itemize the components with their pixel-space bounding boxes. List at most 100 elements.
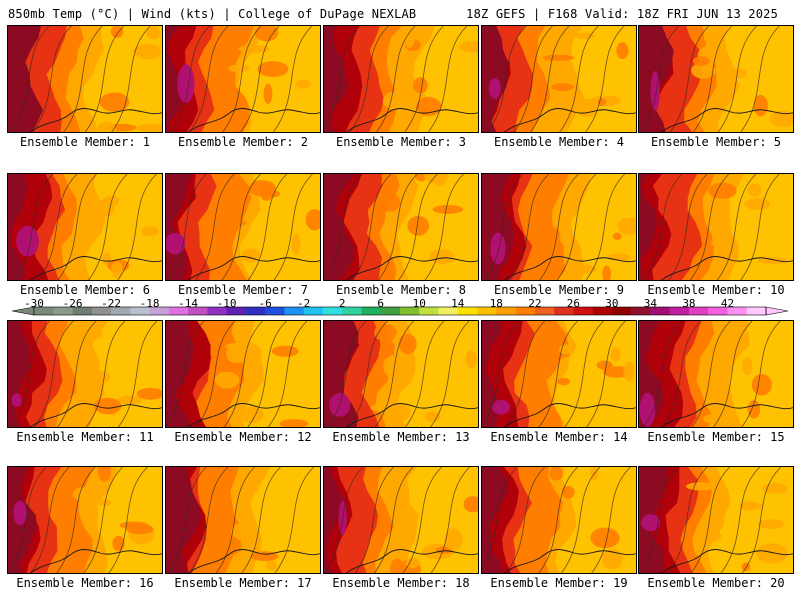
- ensemble-member-map: [165, 320, 321, 428]
- ensemble-member-map: [481, 320, 637, 428]
- colorbar-segment: [168, 307, 189, 315]
- ensemble-member-map: [323, 173, 479, 281]
- colorbar-segment: [708, 307, 728, 315]
- colorbar-tick-label: -10: [216, 297, 237, 310]
- colorbar-segment: [322, 307, 343, 315]
- ensemble-member-label: Ensemble Member: 14: [490, 430, 628, 444]
- ensemble-member-map: [638, 466, 794, 574]
- ensemble-member-label: Ensemble Member: 3: [335, 135, 467, 149]
- colorbar-segment: [727, 307, 748, 315]
- ensemble-member-label: Ensemble Member: 19: [490, 576, 628, 590]
- ensemble-member-map: [323, 25, 479, 133]
- colorbar-tick-label: 2: [338, 297, 346, 310]
- colorbar-tick-label: -30: [24, 297, 44, 310]
- colorbar-segment: [631, 307, 651, 315]
- ensemble-member-map: [7, 25, 163, 133]
- ensemble-member-label: Ensemble Member: 12: [174, 430, 312, 444]
- model-run-info: 18Z GEFS | F168 Valid: 18Z FRI JUN 13 20…: [466, 7, 778, 21]
- ensemble-member-label: Ensemble Member: 20: [647, 576, 785, 590]
- colorbar-segment: [554, 307, 574, 315]
- colorbar-tick-label: 14: [451, 297, 465, 310]
- colorbar-segment: [265, 307, 285, 315]
- ensemble-member-map: [481, 466, 637, 574]
- colorbar-segment: [688, 307, 709, 315]
- colorbar-segment: [457, 307, 478, 315]
- colorbar-tick-label: 30: [605, 297, 619, 310]
- ensemble-member-label: Ensemble Member: 17: [174, 576, 312, 590]
- colorbar-segment: [34, 307, 54, 315]
- colorbar-segment: [245, 307, 266, 315]
- ensemble-member-label: Ensemble Member: 2: [177, 135, 309, 149]
- map-title: 850mb Temp (°C) | Wind (kts) | College o…: [8, 7, 417, 21]
- colorbar-tick-label: 42: [720, 297, 735, 310]
- colorbar-tick-label: -14: [178, 297, 199, 310]
- colorbar-segment: [573, 307, 593, 315]
- colorbar-tick-label: 34: [643, 297, 658, 310]
- colorbar-segment: [592, 307, 613, 315]
- ensemble-member-map: [638, 173, 794, 281]
- ensemble-member-label: Ensemble Member: 9: [493, 283, 625, 297]
- ensemble-member-map: [165, 466, 321, 574]
- colorbar-segment: [53, 307, 73, 315]
- colorbar-segment: [284, 307, 304, 315]
- colorbar-tick-label: -22: [101, 297, 121, 310]
- colorbar-tick-label: -26: [62, 297, 83, 310]
- ensemble-member-map: [481, 25, 637, 133]
- ensemble-member-label: Ensemble Member: 6: [19, 283, 151, 297]
- colorbar-segment: [438, 307, 459, 315]
- ensemble-member-map: [7, 320, 163, 428]
- colorbar-segment: [149, 307, 170, 315]
- colorbar-segment: [611, 307, 632, 315]
- ensemble-member-label: Ensemble Member: 4: [493, 135, 625, 149]
- ensemble-member-label: Ensemble Member: 11: [16, 430, 154, 444]
- colorbar-segment: [650, 307, 670, 315]
- ensemble-member-map: [165, 25, 321, 133]
- ensemble-member-label: Ensemble Member: 7: [177, 283, 309, 297]
- colorbar-tick-label: 18: [489, 297, 503, 310]
- ensemble-member-map: [7, 173, 163, 281]
- colorbar-segment: [669, 307, 690, 315]
- colorbar-segment: [496, 307, 516, 315]
- colorbar-tick-label: 26: [566, 297, 580, 310]
- colorbar-tick-label: 38: [682, 297, 696, 310]
- colorbar-tick-label: 10: [412, 297, 426, 310]
- colorbar-tick-label: -2: [297, 297, 311, 310]
- colorbar-segment: [207, 307, 227, 315]
- colorbar-segment: [361, 307, 382, 315]
- colorbar-segment: [91, 307, 112, 315]
- colorbar-tick-label: 22: [528, 297, 542, 310]
- ensemble-member-label: Ensemble Member: 10: [647, 283, 785, 297]
- colorbar-segment: [188, 307, 208, 315]
- ensemble-member-label: Ensemble Member: 15: [647, 430, 785, 444]
- ensemble-member-map: [638, 320, 794, 428]
- colorbar-segment: [342, 307, 362, 315]
- ensemble-member-label: Ensemble Member: 16: [16, 576, 154, 590]
- ensemble-member-map: [7, 466, 163, 574]
- colorbar-segment: [226, 307, 247, 315]
- colorbar-segment: [746, 307, 767, 315]
- colorbar-max-arrow: [765, 306, 789, 316]
- colorbar-segment: [72, 307, 93, 315]
- colorbar-segment: [534, 307, 555, 315]
- ensemble-member-label: Ensemble Member: 1: [19, 135, 151, 149]
- ensemble-member-map: [165, 173, 321, 281]
- ensemble-member-label: Ensemble Member: 13: [332, 430, 470, 444]
- colorbar-segment: [515, 307, 536, 315]
- colorbar-segment: [130, 307, 150, 315]
- colorbar-tick-label: -6: [258, 297, 272, 310]
- colorbar-tick-label: -18: [139, 297, 160, 310]
- ensemble-member-label: Ensemble Member: 18: [332, 576, 470, 590]
- ensemble-member-map: [323, 320, 479, 428]
- colorbar-segment: [419, 307, 439, 315]
- colorbar-segment: [380, 307, 401, 315]
- temperature-colorbar: [11, 306, 789, 316]
- colorbar-tick-label: 6: [377, 297, 385, 310]
- ensemble-member-map: [481, 173, 637, 281]
- colorbar-segment: [400, 307, 420, 315]
- colorbar-segment: [477, 307, 497, 315]
- ensemble-member-label: Ensemble Member: 8: [335, 283, 467, 297]
- colorbar-segment: [111, 307, 131, 315]
- ensemble-member-map: [323, 466, 479, 574]
- ensemble-member-map: [638, 25, 794, 133]
- ensemble-member-label: Ensemble Member: 5: [650, 135, 782, 149]
